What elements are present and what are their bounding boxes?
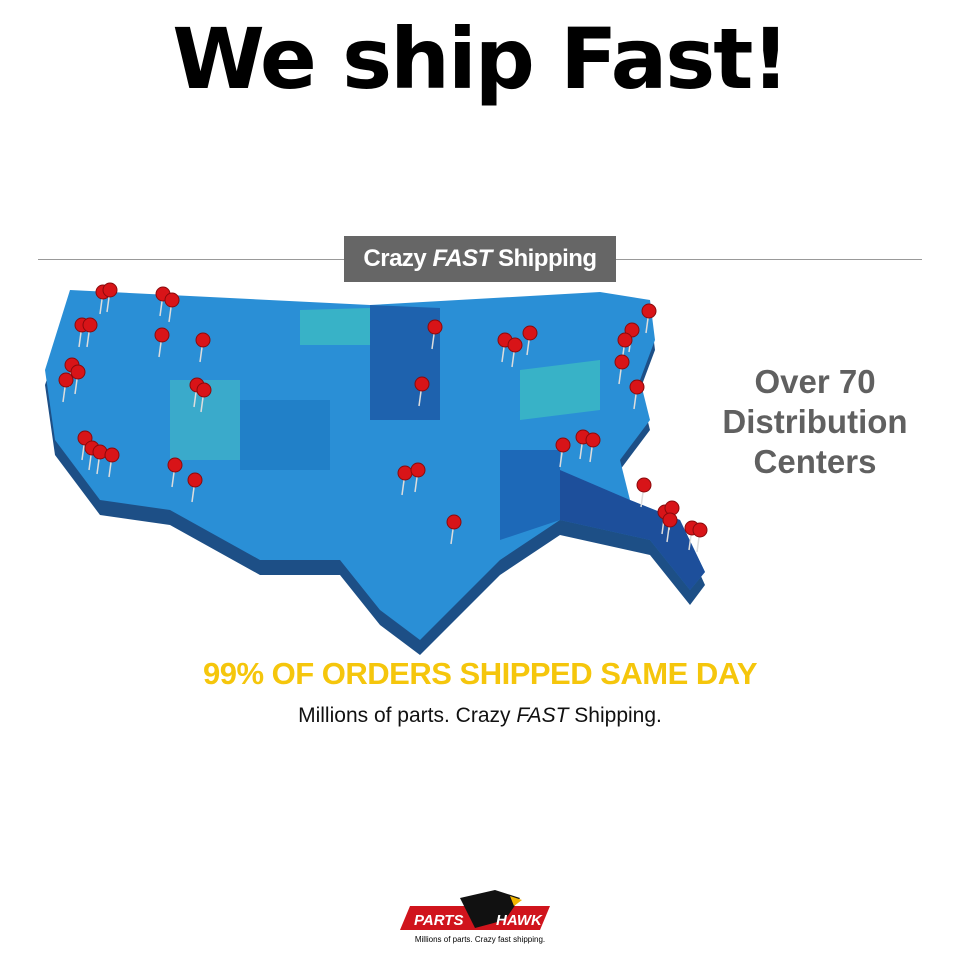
hawk-icon [460, 890, 520, 928]
subline-emphasis: FAST [516, 704, 569, 727]
location-pin-icon [446, 514, 462, 530]
location-pin-icon [636, 477, 652, 493]
state-region [520, 360, 600, 420]
callout-line: Over 70 [754, 363, 876, 400]
location-pin-icon [692, 522, 708, 538]
parts-hawk-logo: PARTS HAWK [400, 890, 550, 930]
location-pin-icon [70, 364, 86, 380]
location-pin-icon [82, 317, 98, 333]
location-pin-icon [196, 382, 212, 398]
subline-text: Millions of parts. Crazy [298, 704, 517, 727]
state-region [500, 450, 560, 540]
location-pin-icon [555, 437, 571, 453]
shipping-banner: Crazy FAST Shipping [344, 236, 616, 282]
state-region [560, 470, 705, 590]
state-region [240, 400, 330, 470]
location-pin-icon [629, 379, 645, 395]
location-pin-icon [104, 447, 120, 463]
banner-text: Crazy [363, 245, 433, 272]
location-pin-icon [522, 325, 538, 341]
callout-line: Distribution [722, 403, 908, 440]
location-pin-icon [614, 354, 630, 370]
location-pin-icon [167, 457, 183, 473]
location-pin-icon [187, 472, 203, 488]
subline: Millions of parts. Crazy FAST Shipping. [0, 704, 960, 728]
distribution-centers-callout: Over 70 Distribution Centers [700, 362, 930, 482]
location-pin-icon [397, 465, 413, 481]
location-pin-icon [507, 337, 523, 353]
logo-left: PARTS [414, 912, 463, 929]
state-region [300, 308, 370, 345]
location-pin-icon [617, 332, 633, 348]
location-pin-icon [662, 512, 678, 528]
location-pins [58, 282, 708, 553]
same-day-claim: 99% OF ORDERS SHIPPED SAME DAY [202, 656, 758, 691]
location-pin-icon [154, 327, 170, 343]
location-pin-icon [410, 462, 426, 478]
location-pin-icon [641, 303, 657, 319]
divider-right [616, 259, 922, 260]
location-pin-icon [58, 372, 74, 388]
location-pin-icon [427, 319, 443, 335]
callout-line: Centers [753, 443, 877, 480]
location-pin-icon [585, 432, 601, 448]
subline-text-end: Shipping. [568, 704, 662, 727]
location-pin-icon [102, 282, 118, 298]
location-pin-icon [195, 332, 211, 348]
logo-tagline: Millions of parts. Crazy fast shipping. [414, 935, 546, 944]
banner-text-end: Shipping [491, 245, 597, 272]
divider-left [38, 259, 344, 260]
hawk-beak-icon [510, 896, 522, 906]
logo-right: HAWK [496, 912, 543, 929]
location-pin-icon [414, 376, 430, 392]
headline: We ship Fast! [172, 10, 789, 108]
location-pin-icon [164, 292, 180, 308]
state-region [170, 380, 240, 460]
banner-emphasis: FAST [432, 245, 492, 272]
